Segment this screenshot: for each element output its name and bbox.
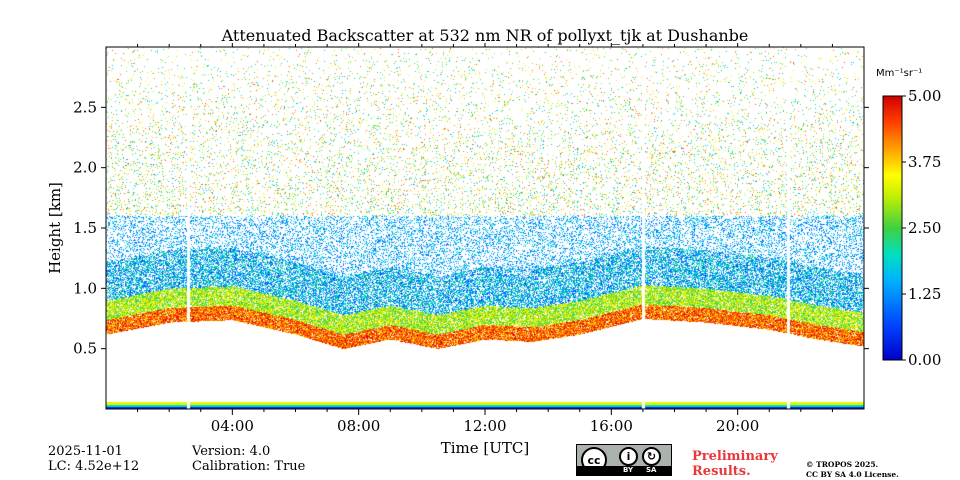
cc-by-tag: BY — [623, 466, 634, 474]
y-tick-label: 1.5 — [73, 219, 97, 237]
x-tick-label: 16:00 — [590, 417, 633, 435]
cc-license-badge: cc i ↻ BY SA — [576, 444, 672, 476]
backscatter-field — [106, 47, 864, 409]
y-tick-label: 1.0 — [73, 279, 97, 297]
y-tick-label: 2.5 — [73, 98, 97, 116]
colorbar-tick-label: 1.25 — [908, 285, 941, 303]
copyright-notice: © TROPOS 2025. CC BY SA 4.0 License. — [806, 460, 899, 480]
share-alike-icon: ↻ — [642, 447, 661, 466]
colorbar-tick-label: 5.00 — [908, 87, 941, 105]
x-tick-label: 08:00 — [337, 417, 380, 435]
x-axis-label: Time [UTC] — [441, 439, 530, 457]
version-label: Version: 4.0 — [192, 444, 271, 459]
chart-title: Attenuated Backscatter at 532 nm NR of p… — [221, 26, 749, 45]
calibration-label: Calibration: True — [192, 459, 306, 474]
x-tick-label: 12:00 — [463, 417, 506, 435]
copyright-line1: © TROPOS 2025. — [806, 460, 879, 469]
lc-label: LC: 4.52e+12 — [48, 459, 140, 474]
axes: 04:00 08:00 12:00 16:00 20:00 0.5 1.0 1.5 2.0 2.5 — [73, 43, 869, 435]
y-tick-label: 0.5 — [73, 340, 97, 358]
colorbar-tick-label: 2.50 — [908, 219, 941, 237]
colorbar-tick-label: 3.75 — [908, 153, 941, 171]
x-tick-label: 04:00 — [211, 417, 254, 435]
cc-sa-tag: SA — [646, 466, 657, 474]
colorbar-tick-label: 0.00 — [908, 351, 941, 369]
date-label: 2025-11-01 — [48, 444, 123, 459]
colorbar — [882, 95, 903, 361]
preliminary-line1: Preliminary — [692, 449, 778, 464]
attribution-icon: i — [619, 447, 638, 466]
preliminary-notice: Preliminary Results. — [692, 449, 778, 479]
y-axis-label: Height [km] — [46, 182, 64, 274]
x-tick-label: 20:00 — [716, 417, 759, 435]
heatmap-area — [106, 47, 864, 409]
y-tick-label: 2.0 — [73, 159, 97, 177]
preliminary-line2: Results. — [692, 464, 751, 479]
colorbar-ticks: 0.00 1.25 2.50 3.75 5.00 — [902, 87, 941, 369]
colorbar-unit: Mm⁻¹sr⁻¹ — [876, 68, 922, 79]
copyright-line2: CC BY SA 4.0 License. — [806, 470, 899, 479]
